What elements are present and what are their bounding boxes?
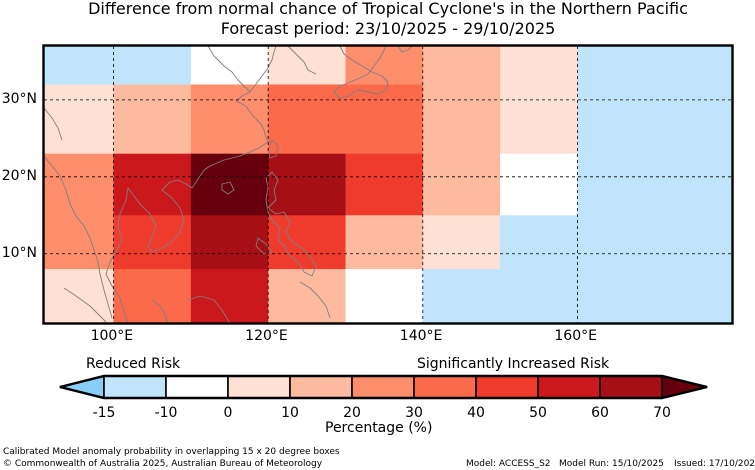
colorbar-bin: [103, 375, 167, 399]
increased-risk-label: Significantly Increased Risk: [417, 356, 610, 372]
grid-cell: [422, 215, 501, 270]
footer-description: Calibrated Model anomaly probability in …: [3, 447, 340, 457]
colorbar-bin: [227, 375, 291, 399]
grid-cell: [190, 84, 269, 155]
grid-cell: [44, 153, 115, 216]
grid-cell: [577, 215, 733, 270]
grid-cell: [345, 84, 424, 155]
grid-cell: [44, 84, 115, 155]
colorbar-bin: [413, 375, 477, 399]
grid-cell: [577, 153, 733, 216]
grid-cell: [422, 46, 501, 86]
colorbar-bin: [351, 375, 415, 399]
anomaly-grid: [44, 46, 733, 324]
colorbar-tick: 10: [281, 405, 299, 421]
lat-tick-label: 30°N: [1, 90, 37, 107]
footer-issued: Issued: 17/10/2025: [674, 459, 755, 469]
grid-cell: [500, 153, 578, 216]
grid-cell: [113, 153, 192, 216]
grid-cell: [345, 215, 424, 270]
grid-cell: [44, 269, 115, 324]
grid-cell: [345, 269, 424, 324]
forecast-period: Forecast period: 23/10/2025 - 29/10/2025: [220, 19, 556, 38]
grid-cell: [268, 269, 347, 324]
grid-cell: [577, 46, 733, 86]
grid-cell: [500, 46, 578, 86]
colorbar-tick: -15: [92, 405, 116, 421]
colorbar-under-arrow: [59, 374, 105, 400]
colorbar: [59, 374, 708, 400]
colorbar-tick: 0: [223, 405, 233, 421]
colorbar-tick: 40: [467, 405, 485, 421]
grid-cell: [190, 46, 269, 86]
grid-cell: [500, 84, 578, 155]
footer-model: Model: ACCESS_S2: [466, 459, 551, 469]
lon-tick-label: 120°E: [245, 328, 288, 344]
lat-tick-label: 10°N: [1, 244, 37, 261]
grid-cell: [113, 269, 192, 324]
grid-cell: [268, 84, 347, 155]
grid-cell: [500, 269, 578, 324]
grid-cell: [345, 153, 424, 216]
colorbar-tick: 60: [591, 405, 609, 421]
colorbar-over-arrow: [661, 374, 708, 400]
grid-cell: [44, 46, 115, 86]
grid-cell: [190, 153, 269, 216]
colorbar-outline: [59, 374, 708, 400]
map-frame: [42, 44, 734, 325]
grid-cell: [190, 269, 269, 324]
colorbar-bin: [537, 375, 601, 399]
colorbar-bin: [475, 375, 539, 399]
grid-cell: [577, 269, 733, 324]
colorbar-title: Percentage (%): [325, 420, 433, 436]
colorbar-tick: -10: [154, 405, 178, 421]
grid-cell: [268, 153, 347, 216]
grid-cell: [113, 215, 192, 270]
colorbar-tick: 70: [653, 405, 671, 421]
footer-copyright: © Commonwealth of Australia 2025, Austra…: [3, 459, 323, 469]
lon-tick-label: 140°E: [399, 328, 443, 344]
colorbar-tick: 20: [343, 405, 361, 421]
grid-cell: [422, 269, 501, 324]
grid-cell: [577, 84, 733, 155]
graticule: [44, 46, 732, 323]
colorbar-tick: 30: [405, 405, 423, 421]
grid-cell: [190, 215, 269, 270]
colorbar-bin: [165, 375, 229, 399]
grid-cell: [268, 46, 347, 86]
grid-cell: [422, 84, 501, 155]
grid-cell: [113, 84, 192, 155]
lon-tick-label: 100°E: [90, 328, 134, 344]
grid-cell: [268, 215, 347, 270]
colorbar-bin: [289, 375, 353, 399]
lat-tick-label: 20°N: [1, 167, 37, 184]
footer-model-run: Model Run: 15/10/2025: [559, 459, 664, 469]
grid-cell: [44, 215, 115, 270]
map-title: Difference from normal chance of Tropica…: [88, 0, 688, 18]
grid-cell: [422, 153, 501, 216]
grid-cell: [113, 46, 192, 86]
reduced-risk-label: Reduced Risk: [86, 356, 181, 372]
coastlines: [43, 45, 413, 325]
colorbar-bin: [599, 375, 663, 399]
lon-tick-label: 160°E: [554, 328, 597, 344]
grid-cell: [500, 215, 578, 270]
colorbar-tick: 50: [529, 405, 547, 421]
